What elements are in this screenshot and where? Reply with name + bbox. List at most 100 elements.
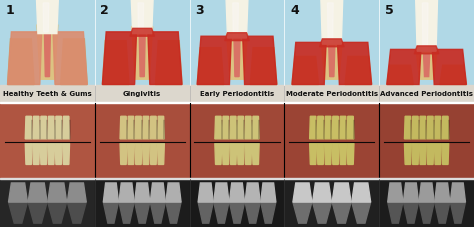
Polygon shape <box>55 144 62 165</box>
Polygon shape <box>198 202 213 223</box>
Polygon shape <box>345 57 372 85</box>
Polygon shape <box>197 48 224 85</box>
Polygon shape <box>328 4 333 43</box>
Polygon shape <box>352 202 371 223</box>
Polygon shape <box>339 117 346 139</box>
Polygon shape <box>332 202 351 223</box>
Bar <box>379 103 474 117</box>
Polygon shape <box>310 144 317 165</box>
Polygon shape <box>103 183 118 202</box>
Polygon shape <box>40 117 47 139</box>
Polygon shape <box>347 144 354 165</box>
Polygon shape <box>292 43 326 85</box>
Polygon shape <box>352 183 371 202</box>
Bar <box>0 102 474 103</box>
Polygon shape <box>387 50 421 85</box>
Polygon shape <box>128 117 135 139</box>
Text: 4: 4 <box>290 4 299 17</box>
Polygon shape <box>166 183 181 202</box>
Polygon shape <box>135 202 150 223</box>
Polygon shape <box>243 37 277 85</box>
Polygon shape <box>419 117 426 139</box>
Polygon shape <box>48 202 67 223</box>
Polygon shape <box>312 183 331 202</box>
Polygon shape <box>25 117 32 139</box>
Polygon shape <box>233 4 238 37</box>
Polygon shape <box>245 117 252 139</box>
Polygon shape <box>450 202 465 223</box>
Polygon shape <box>317 117 324 139</box>
Polygon shape <box>388 183 403 202</box>
Polygon shape <box>250 48 277 85</box>
Polygon shape <box>33 144 39 165</box>
Polygon shape <box>28 202 47 223</box>
Polygon shape <box>427 117 434 139</box>
Polygon shape <box>404 117 411 139</box>
Polygon shape <box>339 144 346 165</box>
Polygon shape <box>293 202 312 223</box>
Polygon shape <box>135 144 142 165</box>
Polygon shape <box>229 183 245 202</box>
Polygon shape <box>166 202 181 223</box>
Polygon shape <box>319 40 344 47</box>
Bar <box>0 85 474 102</box>
Polygon shape <box>197 37 231 85</box>
Polygon shape <box>37 26 58 80</box>
Bar <box>379 103 474 178</box>
Bar <box>95 179 190 227</box>
Polygon shape <box>143 117 149 139</box>
Polygon shape <box>388 202 403 223</box>
Bar <box>284 103 379 178</box>
Polygon shape <box>387 66 413 85</box>
Polygon shape <box>119 202 134 223</box>
Polygon shape <box>222 117 229 139</box>
Polygon shape <box>234 38 240 77</box>
Polygon shape <box>48 183 67 202</box>
Polygon shape <box>9 183 27 202</box>
Polygon shape <box>419 183 434 202</box>
Polygon shape <box>40 144 47 165</box>
Polygon shape <box>138 4 144 33</box>
Polygon shape <box>214 183 229 202</box>
Polygon shape <box>434 117 441 139</box>
Polygon shape <box>102 41 129 85</box>
Polygon shape <box>155 41 182 85</box>
Polygon shape <box>293 183 312 202</box>
Text: 2: 2 <box>100 4 109 17</box>
Polygon shape <box>48 117 55 139</box>
Polygon shape <box>102 33 137 85</box>
Polygon shape <box>67 202 86 223</box>
Polygon shape <box>135 117 142 139</box>
Polygon shape <box>332 183 351 202</box>
Polygon shape <box>435 202 450 223</box>
Polygon shape <box>292 57 319 85</box>
Polygon shape <box>440 66 466 85</box>
Polygon shape <box>416 0 438 52</box>
Polygon shape <box>53 33 87 85</box>
Polygon shape <box>119 183 134 202</box>
Polygon shape <box>310 117 317 139</box>
Text: 1: 1 <box>6 4 14 17</box>
Polygon shape <box>332 144 339 165</box>
Polygon shape <box>148 33 182 85</box>
Polygon shape <box>229 202 245 223</box>
Polygon shape <box>120 144 127 165</box>
Polygon shape <box>317 144 324 165</box>
Polygon shape <box>150 183 165 202</box>
Polygon shape <box>419 202 434 223</box>
Polygon shape <box>230 117 237 139</box>
Polygon shape <box>33 117 39 139</box>
Text: Moderate Periodontitis: Moderate Periodontitis <box>286 91 378 97</box>
Polygon shape <box>337 43 372 85</box>
Polygon shape <box>321 0 343 45</box>
Polygon shape <box>198 183 213 202</box>
Bar <box>0 103 95 117</box>
Polygon shape <box>424 55 429 77</box>
Bar <box>379 179 474 227</box>
Text: 5: 5 <box>385 4 393 17</box>
Text: Advanced Periodontitis: Advanced Periodontitis <box>380 91 473 97</box>
Bar <box>284 103 379 117</box>
Bar <box>0 0 474 85</box>
Polygon shape <box>432 50 466 85</box>
Text: Early Periodontitis: Early Periodontitis <box>200 91 274 97</box>
